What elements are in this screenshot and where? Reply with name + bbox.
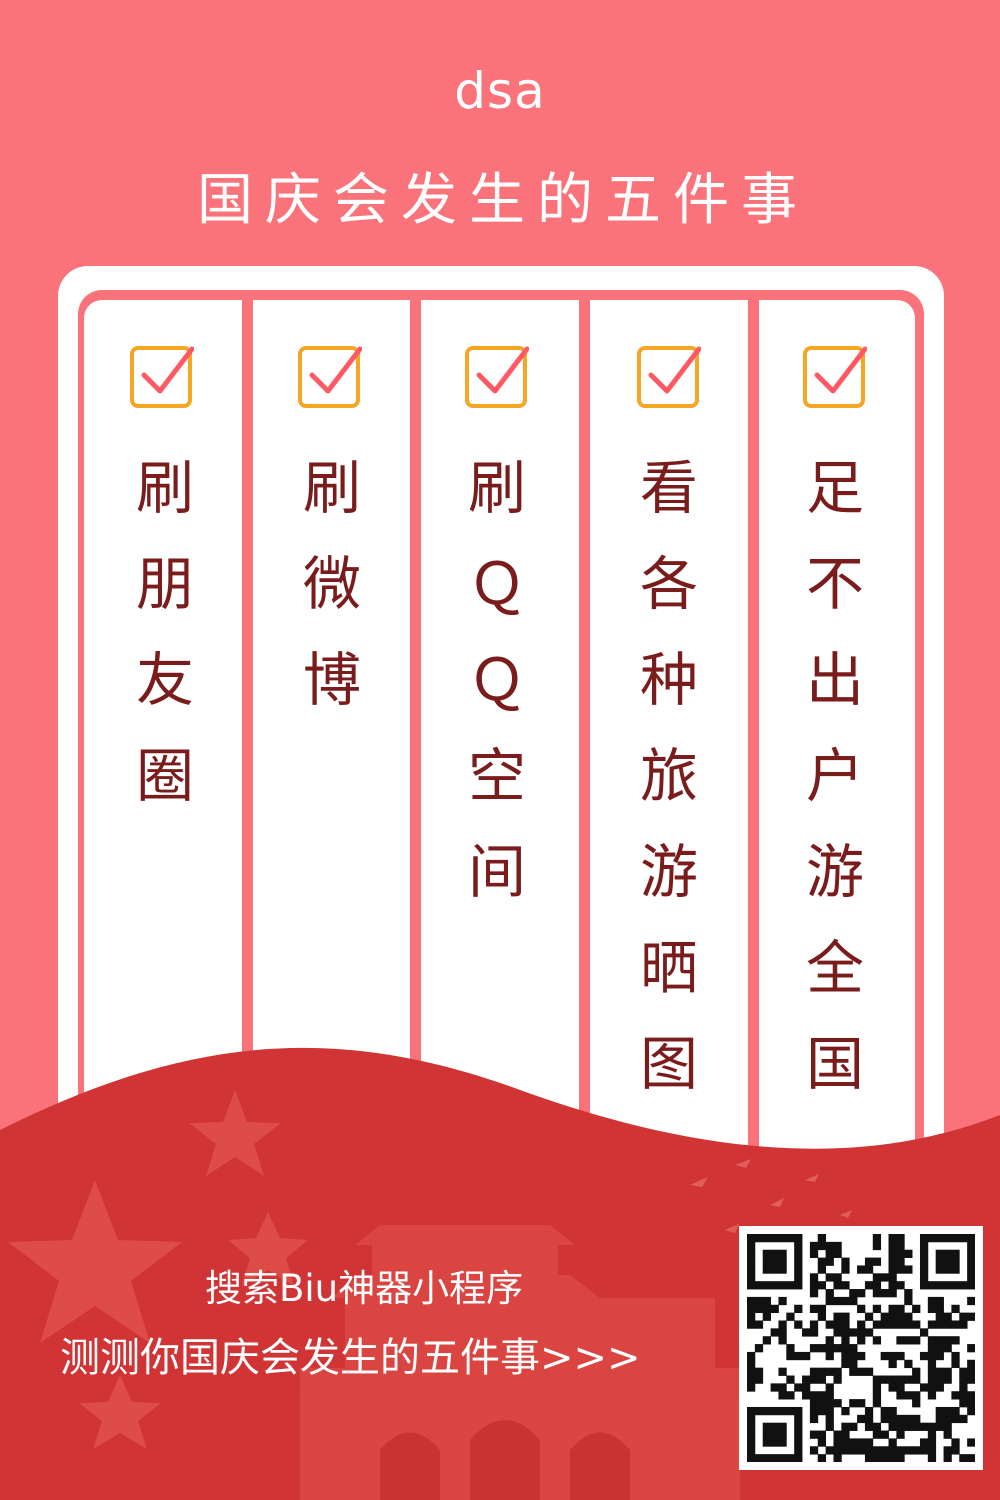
item-char: 刷 [135,454,194,522]
qr-code-icon [747,1234,975,1462]
star-icon [79,1375,161,1449]
item-char: 晒 [639,934,698,1002]
checkbox-checked-icon [637,346,701,408]
checkbox-checked-icon [298,346,362,408]
item-char: 刷 [467,454,526,522]
star-icon [189,1090,281,1176]
promo-line-1: 搜索Biu神器小程序 [205,1267,524,1310]
item-char: 博 [302,646,361,714]
item-text: 刷朋友圈 [105,440,225,824]
item-text: 看各种旅游晒图 [609,440,729,1112]
item-char: 出 [805,646,864,714]
item-char: 间 [467,838,526,906]
dove-decoration [690,1159,852,1233]
item-char: 游 [805,838,864,906]
item-char: 游 [639,838,698,906]
item-char: 友 [135,646,194,714]
qr-code[interactable] [739,1226,983,1470]
item-column-4 [590,300,748,1240]
item-text: 刷微博 [272,440,392,728]
item-char: 圈 [135,742,194,810]
item-char: 刷 [302,454,361,522]
item-char: 国 [805,1030,864,1098]
page-title: 国庆会发生的五件事 [197,168,809,233]
item-char: 看 [639,454,698,522]
promo-line-2[interactable]: 测测你国庆会发生的五件事>>> [60,1335,641,1381]
item-char: Ｑ [467,646,526,714]
item-text: 足不出户游全国 [775,440,895,1112]
item-char: 不 [805,550,864,618]
item-char: 户 [805,742,864,810]
checkbox-checked-icon [465,346,529,408]
item-char: 空 [467,742,526,810]
item-char: 种 [639,646,698,714]
star-icon [228,1212,308,1286]
star-icon [8,1180,182,1343]
item-char: 各 [639,550,698,618]
item-char: 足 [805,454,864,522]
item-column-5 [759,300,915,1240]
item-char: 微 [302,550,361,618]
item-char: 旅 [639,742,698,810]
item-char: 图 [639,1030,698,1098]
checkbox-checked-icon [130,346,194,408]
checkbox-checked-icon [803,346,867,408]
item-char: 全 [805,934,864,1002]
item-char: Ｑ [467,550,526,618]
item-char: 朋 [135,550,194,618]
username: dsa [454,62,546,120]
